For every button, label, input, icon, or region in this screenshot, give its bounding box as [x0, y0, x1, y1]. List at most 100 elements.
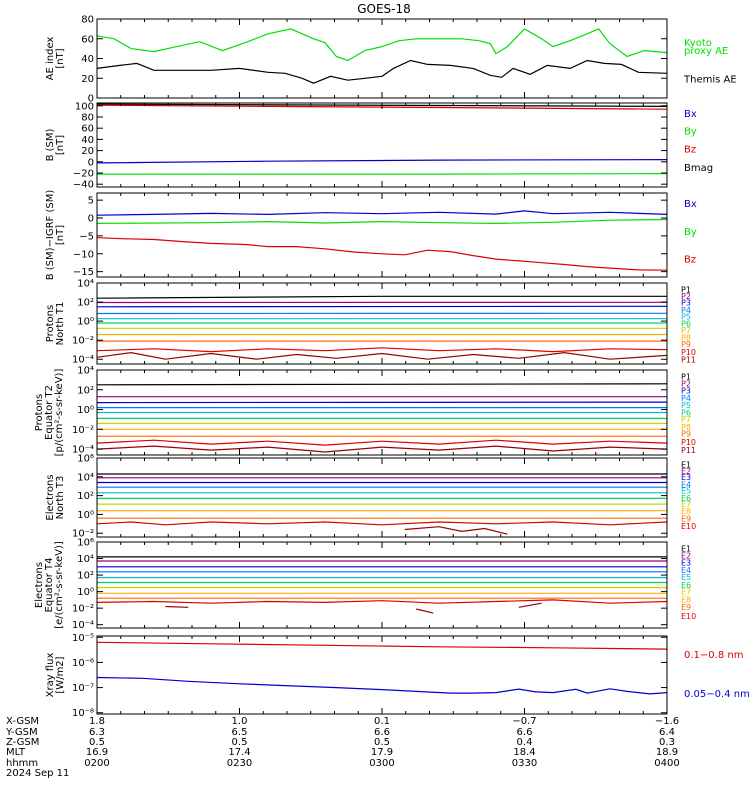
legend-label-p_north-7: P8 — [681, 333, 691, 342]
y-tick-label-e_equator-0: 10⁻⁴ — [72, 620, 94, 631]
legend-label-p_equator-6: P7 — [681, 415, 691, 424]
legend-label-ae-1: proxy AE — [684, 46, 728, 57]
x-row-label-2: Z-GSM — [6, 737, 39, 748]
panel-p_north: 10⁻⁴ 10⁻² 10⁰ 10² 10⁴ Protons North T1 P1P2P3P4… — [45, 279, 696, 366]
legend-label-e_north-3: E4 — [681, 480, 691, 489]
legend-label-p_north-8: P9 — [681, 340, 691, 349]
y-axis-label-e_equator-2: [e/(cm²-s-sr-keV)] — [54, 541, 65, 629]
y-tick-label-ae-1: 20 — [81, 74, 94, 85]
x-row-label-4: hhmm — [6, 758, 38, 769]
series-line-p_equator-9 — [96, 439, 668, 446]
series-line-e_north-9 — [96, 521, 668, 526]
y-tick-label-xray-3: 10⁻⁵ — [72, 633, 94, 644]
panel-frame-e_equator — [96, 541, 668, 629]
legend-label-b_sm-0: Bx — [684, 109, 697, 120]
series-line-p_equator-2 — [96, 401, 668, 404]
y-tick-label-e_north-3: 10⁴ — [77, 472, 94, 483]
x-row-label-3: MLT — [6, 747, 26, 758]
x-tick-label-ygsm-2: 6.6 — [374, 727, 390, 738]
x-tick-label-hhmm-0: 0200 — [84, 758, 109, 769]
y-tick-label-e_equator-1: 10⁻² — [72, 604, 94, 615]
y-tick-label-p_equator-4: 10⁴ — [77, 366, 94, 377]
x-tick-label-zgsm-2: 0.5 — [374, 737, 390, 748]
x-tick-label-zgsm-0: 0.5 — [89, 737, 105, 748]
series-line-p_north-9 — [96, 347, 668, 353]
y-tick-label-b_sm-0: −40 — [73, 180, 94, 191]
y-tick-label-p_north-1: 10⁻² — [72, 336, 94, 347]
y-tick-label-p_north-0: 10⁻⁴ — [72, 355, 94, 366]
legend-label-p_north-4: P5 — [681, 312, 691, 321]
series-line-p_north-0 — [96, 295, 667, 299]
y-tick-label-b_sm-4: 40 — [81, 135, 94, 146]
x-tick-label-zgsm-4: 0.3 — [659, 737, 675, 748]
y-tick-label-b_sm-1: −20 — [73, 169, 94, 180]
y-tick-label-b_igrf-3: 0 — [88, 214, 94, 225]
legend-label-e_north-1: E2 — [681, 467, 691, 476]
legend-label-e_equator-7: E8 — [681, 595, 691, 604]
x-tick-label-hhmm-2: 0300 — [369, 758, 394, 769]
y-axis-label-b_sm-0: B (SM) — [45, 128, 56, 161]
y-axis-label-xray-0: Xray flux — [45, 653, 56, 698]
legend-label-p_equator-7: P8 — [681, 423, 691, 432]
x-tick-label-ygsm-3: 6.6 — [517, 727, 533, 738]
y-tick-label-b_sm-2: 0 — [88, 157, 94, 168]
legend-label-e_equator-8: E9 — [681, 603, 691, 612]
y-tick-label-e_equator-3: 10² — [77, 571, 94, 582]
y-tick-label-xray-0: 10⁻⁸ — [72, 708, 94, 719]
series-line-e_equator-11 — [416, 608, 434, 614]
y-tick-label-p_north-3: 10² — [77, 298, 94, 309]
legend-label-e_north-5: E6 — [681, 494, 691, 503]
y-axis-label-e_north-1: North T3 — [55, 476, 66, 520]
legend-label-e_equator-4: E5 — [681, 573, 691, 582]
legend-label-p_north-9: P10 — [681, 348, 696, 357]
x-tick-label-xgsm-4: −1.6 — [655, 716, 679, 727]
y-tick-label-p_north-4: 10⁴ — [77, 279, 94, 290]
series-line-ae-1 — [96, 59, 668, 84]
legend-label-e_equator-0: E1 — [681, 545, 691, 554]
legend-label-e_north-0: E1 — [681, 461, 691, 470]
series-line-e_north-10 — [404, 526, 508, 535]
series-line-b_sm-1 — [96, 104, 668, 110]
legend-label-p_north-10: P11 — [681, 355, 696, 364]
legend-label-p_north-5: P6 — [681, 320, 691, 329]
y-tick-label-p_north-2: 10⁰ — [77, 317, 94, 328]
legend-label-p_north-3: P4 — [681, 306, 691, 315]
x-row-label-0: X-GSM — [6, 716, 39, 727]
x-tick-label-ygsm-0: 6.3 — [89, 727, 105, 738]
legend-label-p_equator-4: P5 — [681, 401, 691, 410]
x-axis-group: X-GSMY-GSMZ-GSMMLThhmm1.86.30.516.902001… — [5, 716, 680, 779]
legend-label-e_equator-9: E10 — [681, 612, 696, 621]
y-tick-label-b_sm-5: 60 — [81, 124, 94, 135]
y-axis-label-p_equator-1: Equator T2 — [44, 385, 55, 440]
legend-label-b_sm-3: Bmag — [684, 163, 713, 174]
x-tick-label-ygsm-4: 6.4 — [659, 727, 675, 738]
y-tick-label-ae-4: 80 — [81, 15, 94, 26]
legend-label-xray-0: 0.1−0.8 nm — [684, 650, 743, 661]
series-line-p_equator-10 — [96, 445, 668, 453]
legend-label-e_north-7: E8 — [681, 507, 691, 516]
legend-label-p_north-6: P7 — [681, 326, 691, 335]
series-line-xray-1 — [96, 676, 668, 695]
y-tick-label-b_sm-7: 100 — [75, 101, 94, 112]
legend-label-ae-2: Themis AE — [683, 74, 737, 85]
y-axis-label-p_north-0: Protons — [45, 305, 56, 342]
panel-frame-b_igrf — [96, 192, 668, 278]
legend-label-e_north-6: E7 — [681, 500, 691, 509]
series-line-b_igrf-2 — [96, 237, 668, 271]
legend-label-p_equator-0: P1 — [681, 373, 691, 382]
legend-label-e_equator-1: E2 — [681, 552, 691, 561]
y-axis-label-b_igrf-0: B (SM)−IGRF (SM) — [45, 190, 56, 281]
x-tick-label-hhmm-4: 0400 — [654, 758, 679, 769]
y-axis-label-b_sm-1: [nT] — [55, 135, 66, 155]
y-tick-label-ae-0: 0 — [88, 94, 94, 105]
y-axis-label-ae-0: AE index — [45, 37, 56, 81]
legend-label-p_equator-8: P9 — [681, 430, 691, 439]
series-line-xray-0 — [96, 641, 668, 650]
y-tick-label-e_equator-4: 10⁴ — [77, 554, 94, 565]
legend-label-e_equator-5: E6 — [681, 581, 691, 590]
y-tick-label-ae-2: 40 — [81, 54, 94, 65]
x-tick-label-xgsm-1: 1.0 — [232, 716, 248, 727]
